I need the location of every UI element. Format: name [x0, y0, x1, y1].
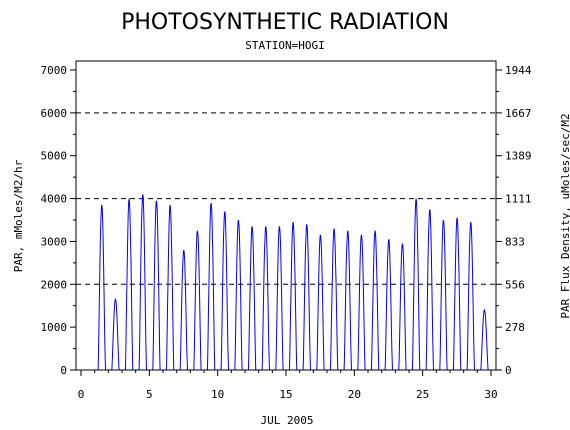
par-series-line	[94, 194, 491, 371]
y-tick-label-left: 0	[60, 364, 67, 377]
chart-subtitle: STATION=HOGI	[245, 39, 324, 52]
y-tick-label-right: 1111	[505, 193, 532, 206]
y-tick-label-left: 7000	[41, 64, 68, 77]
y-tick-label-right: 1944	[505, 64, 532, 77]
y-tick-label-right: 1667	[505, 107, 532, 120]
grid-lines	[76, 112, 496, 285]
y-tick-label-left: 6000	[41, 107, 68, 120]
y-tick-label-right: 1389	[505, 150, 532, 163]
y-tick-label-right: 278	[505, 321, 525, 334]
y-axis-label-right: PAR Flux Density, uMoles/sec/M2	[559, 113, 570, 318]
y-tick-label-right: 556	[505, 278, 525, 291]
y-axis-right: 0 278 556 833 1111 1389 1667 1944	[496, 64, 532, 377]
x-axis: 0 5 10 15 20 25 30	[78, 370, 498, 401]
x-tick-label: 30	[484, 388, 497, 401]
x-tick-label: 5	[146, 388, 153, 401]
y-tick-label-left: 1000	[41, 321, 68, 334]
y-axis-label-left: PAR, mMoles/M2/hr	[12, 159, 25, 272]
x-tick-label: 20	[348, 388, 361, 401]
x-tick-label: 15	[279, 388, 292, 401]
y-tick-label-left: 3000	[41, 235, 68, 248]
x-axis-label: JUL 2005	[261, 414, 314, 427]
y-tick-label-right: 0	[505, 364, 512, 377]
x-tick-label: 25	[416, 388, 429, 401]
chart-title: PHOTOSYNTHETIC RADIATION	[121, 10, 449, 35]
y-axis-left: 0 1000 2000 3000 4000 5000 6000 7000	[41, 64, 76, 377]
y-tick-label-left: 5000	[41, 150, 68, 163]
x-tick-label: 0	[78, 388, 85, 401]
y-tick-label-right: 833	[505, 235, 525, 248]
x-tick-label: 10	[211, 388, 224, 401]
y-tick-label-left: 2000	[41, 278, 68, 291]
plot-frame	[75, 60, 497, 371]
y-tick-label-left: 4000	[41, 193, 68, 206]
